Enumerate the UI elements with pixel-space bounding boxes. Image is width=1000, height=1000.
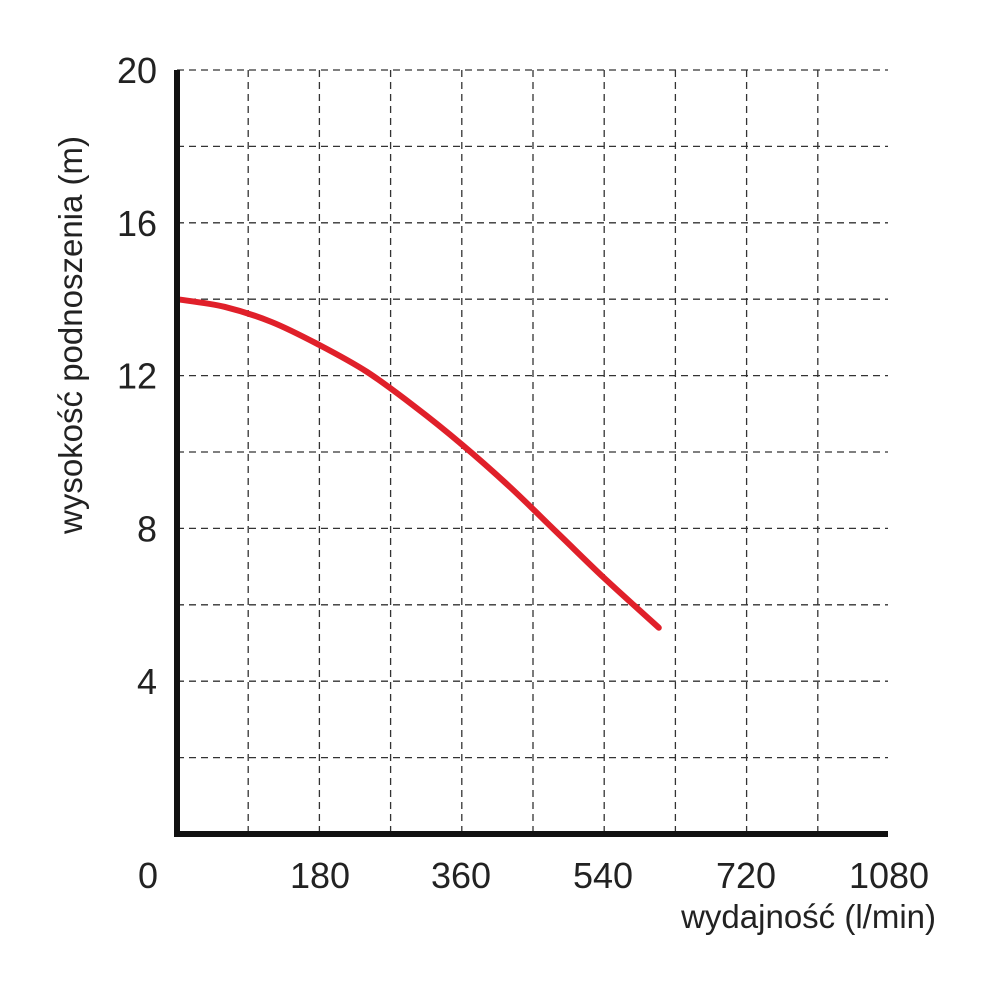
x-axis-title: wydajność (l/min) [680, 898, 936, 935]
x-tick-label: 720 [716, 855, 776, 896]
x-tick-label: 1080 [849, 855, 929, 896]
y-tick-label: 4 [137, 661, 157, 702]
tick-labels: 0 180 360 540 720 1080 4 8 12 16 20 [117, 50, 929, 896]
grid [177, 69, 888, 834]
x-tick-label: 540 [573, 855, 633, 896]
y-tick-label: 12 [117, 356, 157, 397]
y-tick-label: 8 [137, 508, 157, 549]
y-tick-label: 20 [117, 50, 157, 91]
axes [174, 70, 888, 837]
y-axis-title: wysokość podnoszenia (m) [52, 136, 89, 535]
y-tick-label: 16 [117, 203, 157, 244]
x-tick-label: 180 [290, 855, 350, 896]
x-tick-label: 0 [138, 855, 158, 896]
series-group [174, 296, 662, 631]
performance-curve [174, 296, 662, 631]
x-tick-label: 360 [431, 855, 491, 896]
